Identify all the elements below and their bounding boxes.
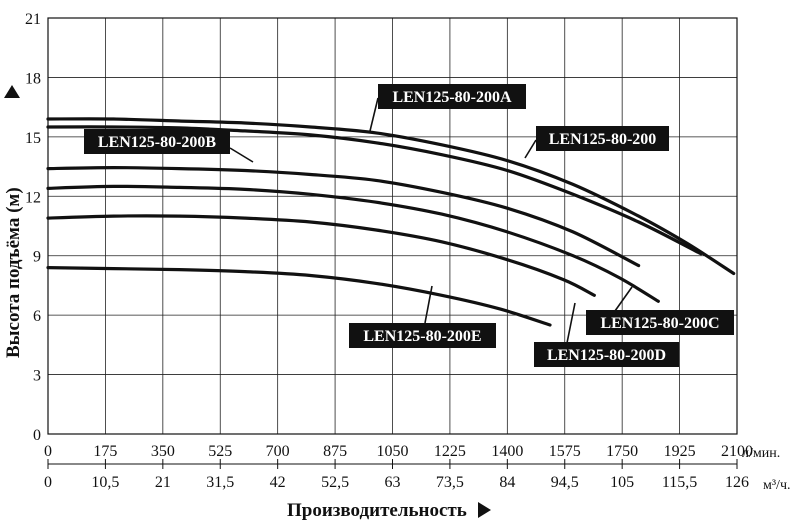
y-tick-label: 3 bbox=[33, 368, 41, 385]
x-tick-label: 525 bbox=[208, 443, 232, 460]
y-tick-label: 9 bbox=[33, 249, 41, 266]
y-axis-title-group: Высота подъёма (м) bbox=[3, 85, 24, 358]
callout-leader bbox=[424, 285, 433, 324]
callout-box bbox=[84, 129, 230, 154]
callout-box bbox=[349, 323, 496, 348]
x-tick-label: 175 bbox=[93, 443, 117, 460]
series-line bbox=[46, 165, 641, 268]
x-tick-label: 1400 bbox=[491, 443, 523, 460]
callout-box bbox=[536, 126, 669, 151]
callout-leader bbox=[229, 147, 254, 163]
y-tick-label: 12 bbox=[25, 189, 41, 206]
x-tick-label: 1050 bbox=[377, 443, 409, 460]
callout: LEN125-80-200A bbox=[369, 84, 526, 132]
x-tick-label: 1225 bbox=[434, 443, 466, 460]
x2-tick-label: 115,5 bbox=[662, 474, 697, 491]
x2-tick-label: 52,5 bbox=[321, 474, 349, 491]
x-tick-label: 350 bbox=[151, 443, 175, 460]
callout: LEN125-80-200C bbox=[586, 286, 734, 335]
callout-label: LEN125-80-200A bbox=[392, 89, 512, 106]
x2-tick-label: 21 bbox=[155, 474, 171, 491]
x2-tick-label: 94,5 bbox=[551, 474, 579, 491]
x-unit-secondary: м³/ч. bbox=[763, 478, 791, 493]
callouts: LEN125-80-200A LEN125-80-200 LEN125-80-200… bbox=[84, 84, 734, 367]
series-line bbox=[46, 266, 552, 327]
y-tick-label: 21 bbox=[25, 11, 41, 28]
plot-frame bbox=[47, 17, 738, 435]
x-tick-label: 700 bbox=[266, 443, 290, 460]
x2-tick-label: 31,5 bbox=[206, 474, 234, 491]
x2-tick-label: 73,5 bbox=[436, 474, 464, 491]
callout-label: LEN125-80-200 bbox=[549, 131, 657, 148]
x-unit-primary: л/мин. bbox=[742, 446, 780, 461]
x2-tick-label: 84 bbox=[499, 474, 515, 491]
callout: LEN125-80-200E bbox=[349, 285, 496, 348]
x-tick-label: 875 bbox=[323, 443, 347, 460]
x2-tick-label: 105 bbox=[610, 474, 634, 491]
y-axis-title: Высота подъёма (м) bbox=[3, 187, 24, 358]
callout-label: LEN125-80-200C bbox=[600, 315, 719, 332]
callout-box bbox=[586, 310, 734, 335]
x2-tick-label: 42 bbox=[270, 474, 286, 491]
callout: LEN125-80-200B bbox=[84, 129, 254, 163]
callout-leader bbox=[369, 97, 379, 132]
y-tick-label: 0 bbox=[33, 427, 41, 444]
x-tick-label: 1575 bbox=[549, 443, 581, 460]
callout: LEN125-80-200 bbox=[524, 126, 669, 159]
x-tick-label: 2100 bbox=[721, 443, 753, 460]
series-line bbox=[46, 125, 703, 256]
x2-tick-label: 0 bbox=[44, 474, 52, 491]
x-axis-arrow-icon bbox=[478, 502, 491, 518]
x-axis-title-group: Производительность bbox=[287, 500, 491, 521]
callout-label: LEN125-80-200E bbox=[363, 328, 481, 345]
series-line bbox=[46, 214, 596, 297]
callout-box bbox=[378, 84, 526, 109]
x-axis-title: Производительность bbox=[287, 500, 467, 521]
x-tick-label: 1925 bbox=[664, 443, 696, 460]
callout-box bbox=[534, 342, 679, 367]
series-line bbox=[46, 184, 660, 303]
x2-tick-label: 10,5 bbox=[91, 474, 119, 491]
y-tick-label: 18 bbox=[25, 70, 41, 87]
x-tick-label: 0 bbox=[44, 443, 52, 460]
callout-label: LEN125-80-200B bbox=[98, 134, 217, 151]
y-axis-arrow-icon bbox=[4, 85, 20, 98]
series-line bbox=[46, 117, 736, 276]
x2-tick-label: 63 bbox=[385, 474, 401, 491]
x-tick-label: 1750 bbox=[606, 443, 638, 460]
callout-leader bbox=[566, 302, 576, 344]
x2-tick-label: 126 bbox=[725, 474, 749, 491]
callout: LEN125-80-200D bbox=[534, 302, 679, 367]
y-tick-label: 6 bbox=[33, 308, 41, 325]
tick-labels: 0369121518210017510,53502152531,57004287… bbox=[25, 11, 753, 491]
callout-leader bbox=[524, 139, 537, 159]
curves bbox=[46, 117, 736, 327]
callout-label: LEN125-80-200D bbox=[547, 347, 666, 364]
y-tick-label: 15 bbox=[25, 130, 41, 147]
